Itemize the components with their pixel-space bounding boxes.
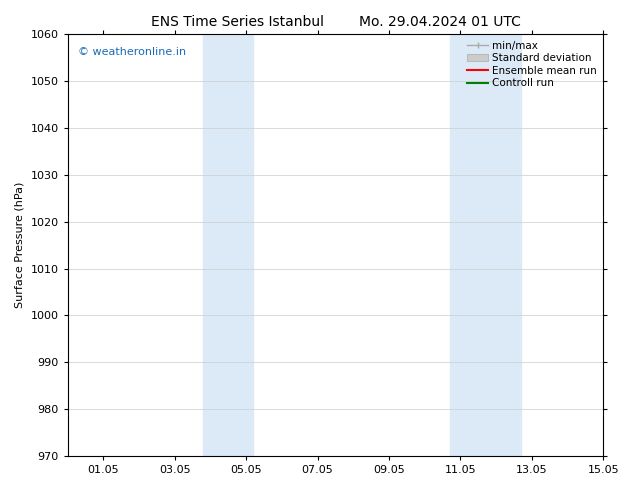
Y-axis label: Surface Pressure (hPa): Surface Pressure (hPa) (15, 182, 25, 308)
Bar (204, 34, 254, 456)
Title: ENS Time Series Istanbul        Mo. 29.04.2024 01 UTC: ENS Time Series Istanbul Mo. 29.04.2024 … (150, 15, 521, 29)
Bar (450, 34, 521, 456)
Text: © weatheronline.in: © weatheronline.in (79, 47, 186, 57)
Legend: min/max, Standard deviation, Ensemble mean run, Controll run: min/max, Standard deviation, Ensemble me… (464, 37, 600, 92)
